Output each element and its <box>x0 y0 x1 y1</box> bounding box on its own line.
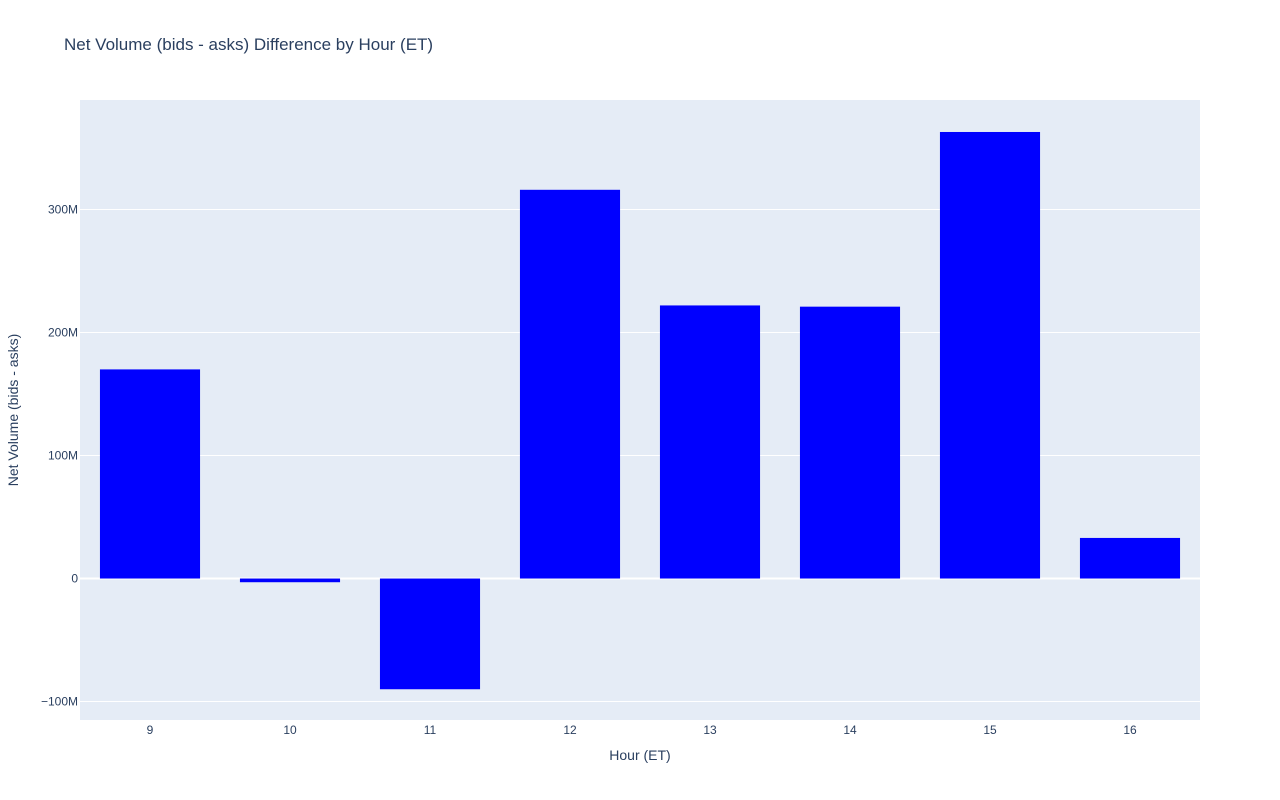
bar-hour-12[interactable] <box>519 189 621 579</box>
y-tick-label: −100M <box>41 695 78 709</box>
y-tick-label: 0 <box>71 572 78 586</box>
y-tick-label: 300M <box>48 202 78 216</box>
y-axis-title: Net Volume (bids - asks) <box>5 334 21 487</box>
x-tick-label: 15 <box>983 723 997 737</box>
x-tick-label: 12 <box>563 723 577 737</box>
y-axis-ticks: −100M 0 100M 200M 300M <box>41 202 78 708</box>
x-tick-label: 16 <box>1123 723 1137 737</box>
y-tick-label: 100M <box>48 449 78 463</box>
chart-title: Net Volume (bids - asks) Difference by H… <box>64 35 433 54</box>
bar-hour-9[interactable] <box>99 369 201 579</box>
bar-hour-10[interactable] <box>239 578 341 583</box>
bar-hour-15[interactable] <box>939 131 1041 579</box>
x-tick-label: 10 <box>283 723 297 737</box>
x-axis-title: Hour (ET) <box>609 747 670 763</box>
x-tick-label: 14 <box>843 723 857 737</box>
y-tick-label: 200M <box>48 326 78 340</box>
x-tick-label: 9 <box>147 723 154 737</box>
bar-hour-14[interactable] <box>799 306 901 579</box>
x-axis-ticks: 9 10 11 12 13 14 15 16 <box>147 723 1137 737</box>
x-tick-label: 11 <box>424 723 437 737</box>
bar-hour-16[interactable] <box>1079 537 1181 579</box>
bar-hour-11[interactable] <box>379 578 481 690</box>
x-tick-label: 13 <box>703 723 717 737</box>
bars <box>99 131 1181 690</box>
bar-hour-13[interactable] <box>659 305 761 579</box>
